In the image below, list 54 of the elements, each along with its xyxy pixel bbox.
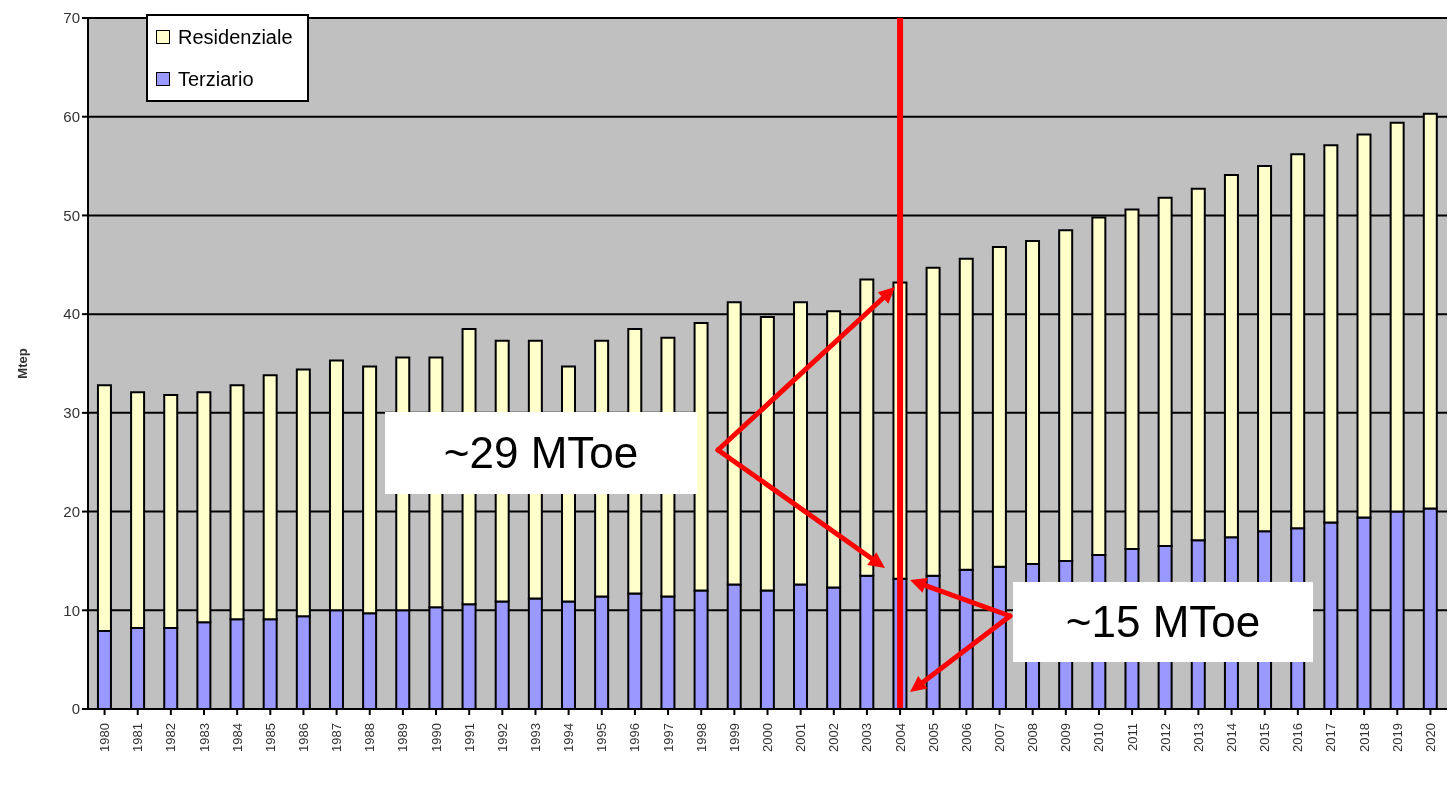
x-tick-label: 2013 <box>1190 723 1206 752</box>
x-tick-label: 2017 <box>1323 723 1339 752</box>
x-tick-label: 2015 <box>1257 723 1273 752</box>
x-tick-label: 2018 <box>1356 723 1372 752</box>
y-tick-label: 20 <box>63 502 80 520</box>
y-tick-label: 10 <box>63 601 80 619</box>
x-tick-label: 1980 <box>97 723 113 752</box>
x-tick-label: 1992 <box>494 723 510 752</box>
x-tick-label: 1982 <box>163 723 179 752</box>
x-tick-label: 1989 <box>395 723 411 752</box>
x-tick-label: 1993 <box>527 723 543 752</box>
x-tick-label: 2020 <box>1422 723 1438 752</box>
y-tick-label: 50 <box>63 206 80 224</box>
x-tick-label: 1986 <box>295 723 311 752</box>
y-tick-label: 0 <box>71 700 80 718</box>
x-tick-label: 1987 <box>329 723 345 752</box>
x-tick-label: 1995 <box>594 723 610 752</box>
legend-label: Residenziale <box>178 25 293 50</box>
x-tick-label: 2014 <box>1224 723 1240 752</box>
y-tick-label: 60 <box>63 108 80 126</box>
x-tick-label: 2007 <box>992 723 1008 752</box>
x-tick-label: 1994 <box>561 723 577 752</box>
x-tick-label: 2002 <box>826 723 842 752</box>
x-tick-label: 2004 <box>892 723 908 752</box>
x-tick-label: 2012 <box>1157 723 1173 752</box>
x-tick-label: 1988 <box>362 723 378 752</box>
annotation: ~29 MToe <box>443 428 639 478</box>
x-tick-label: 1983 <box>196 723 212 752</box>
y-tick-label: 40 <box>63 305 80 323</box>
y-tick-label: 30 <box>63 404 80 422</box>
x-tick-label: 2005 <box>925 723 941 752</box>
x-tick-label: 2001 <box>793 723 809 752</box>
x-tick-label: 2000 <box>760 723 775 752</box>
x-tick-label: 1985 <box>262 723 278 752</box>
x-tick-label: 2006 <box>958 723 974 752</box>
annotation: ~15 MToe <box>1065 597 1261 647</box>
x-tick-label: 1990 <box>428 723 444 752</box>
y-tick-label: 70 <box>63 9 80 27</box>
legend-label: Terziario <box>178 67 254 92</box>
x-tick-label: 1991 <box>461 723 477 752</box>
x-tick-label: 1981 <box>130 723 146 752</box>
x-tick-label: 2016 <box>1290 723 1306 752</box>
x-tick-label: 1984 <box>229 723 245 752</box>
x-tick-label: 2019 <box>1389 723 1405 752</box>
x-tick-label: 2008 <box>1025 723 1041 752</box>
x-tick-label: 2009 <box>1058 723 1074 752</box>
x-tick-label: 1999 <box>726 723 742 752</box>
x-tick-label: 2003 <box>859 723 875 752</box>
x-tick-label: 1996 <box>627 723 643 752</box>
x-tick-label: 2010 <box>1091 723 1107 752</box>
x-tick-label: 1997 <box>660 723 676 752</box>
y-axis-title: Mtep <box>14 348 30 379</box>
x-tick-label: 2011 <box>1124 723 1140 751</box>
x-tick-label: 1998 <box>693 723 709 752</box>
